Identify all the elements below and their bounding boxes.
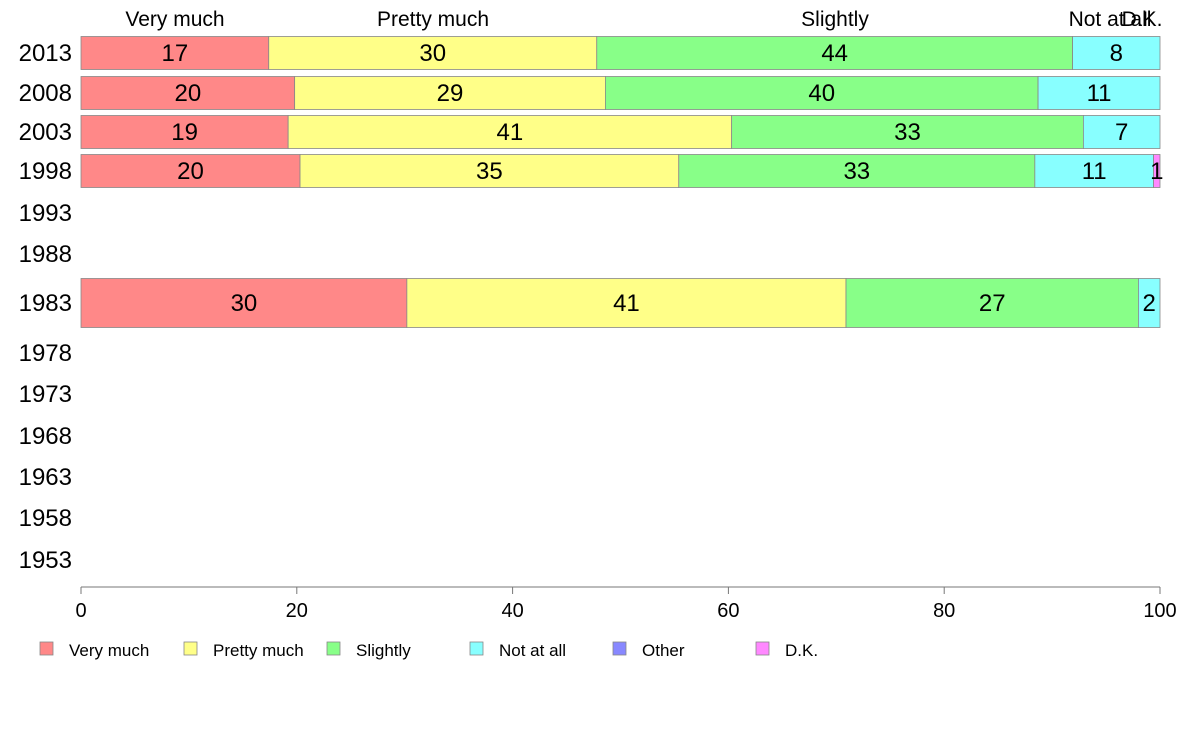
year-label-2013: 2013 [19,40,72,67]
year-label-1953: 1953 [19,547,72,574]
bar-2008-slightly [604,76,1039,110]
value-label-1998-pretty-much: 35 [476,158,503,185]
year-label-2003: 2003 [19,119,72,146]
year-label-1968: 1968 [19,423,72,450]
top-label-d-k-: D.K. [1122,8,1163,31]
value-label-1983-pretty-much: 41 [613,290,640,317]
legend-swatch-slightly [326,641,341,656]
value-label-2008-very-much: 20 [174,80,201,107]
x-tick-label-80: 80 [933,600,955,622]
bar-2003-not-at-all [1082,115,1161,149]
value-label-2008-slightly: 40 [808,80,835,107]
year-label-2008: 2008 [19,80,72,107]
value-label-1983-slightly: 27 [979,290,1006,317]
value-label-2003-not-at-all: 7 [1115,119,1128,146]
legend-swatch-very-much [39,641,54,656]
top-label-not-at-all: Not at all [1069,8,1152,31]
bar-1983-slightly [845,278,1139,328]
legend-label-pretty-much: Pretty much [213,641,304,660]
year-label-1978: 1978 [19,340,72,367]
year-label-1983: 1983 [19,290,72,317]
year-label-1958: 1958 [19,505,72,532]
x-tick-label-60: 60 [717,600,739,622]
value-label-2003-very-much: 19 [171,119,198,146]
year-label-1988: 1988 [19,241,72,268]
value-label-1998-slightly: 33 [843,158,870,185]
legend-label-d-k-: D.K. [785,641,818,660]
year-label-1973: 1973 [19,381,72,408]
legend-swatch-pretty-much [183,641,198,656]
x-tick-label-100: 100 [1143,600,1176,622]
legend-label-other: Other [642,641,685,660]
legend-label-slightly: Slightly [356,641,411,660]
legend-swatch-not-at-all [469,641,484,656]
bar-2008-not-at-all [1037,76,1161,110]
value-label-2013-not-at-all: 8 [1110,40,1123,67]
value-label-1983-not-at-all: 2 [1143,290,1156,317]
legend-label-very-much: Very much [69,641,149,660]
value-label-2003-slightly: 33 [894,119,921,146]
bar-1998-very-much [80,154,301,188]
x-tick-label-40: 40 [501,600,523,622]
value-label-1998-d-k-: 1 [1150,158,1163,185]
x-axis: 0 20 40 60 80 100 [75,586,1177,622]
bar-1983-not-at-all [1138,278,1161,328]
value-label-2013-slightly: 44 [821,40,848,67]
bar-2003-pretty-much [287,115,733,149]
year-label-1963: 1963 [19,464,72,491]
value-label-2013-very-much: 17 [162,40,189,67]
x-tick-label-20: 20 [286,600,308,622]
value-label-1998-very-much: 20 [177,158,204,185]
top-label-slightly: Slightly [801,8,869,31]
bar-1998-d-k- [1153,154,1161,188]
bar-2008-pretty-much [294,76,606,110]
legend: Very much Pretty much Slightly Not at all Ot… [39,641,818,660]
bar-2013-not-at-all [1072,36,1161,70]
bar-2013-very-much [80,36,270,70]
value-label-2008-not-at-all: 11 [1087,80,1112,107]
bar-2003-very-much [80,115,289,149]
bar-2013-pretty-much [268,36,598,70]
value-label-1998-not-at-all: 11 [1082,158,1107,185]
bar-2013-slightly [596,36,1074,70]
year-label-1993: 1993 [19,200,72,227]
legend-swatch-other [612,641,627,656]
bar-1998-not-at-all [1034,154,1154,188]
value-label-2003-pretty-much: 41 [497,119,524,146]
bar-1998-pretty-much [299,154,680,188]
year-label-1998: 1998 [19,158,72,185]
legend-swatch-d-k- [755,641,770,656]
value-label-2013-pretty-much: 30 [419,40,446,67]
value-label-1983-very-much: 30 [231,290,258,317]
top-label-very-much: Very much [125,8,224,31]
legend-label-not-at-all: Not at all [499,641,566,660]
top-label-pretty-much: Pretty much [377,8,489,31]
value-label-2008-pretty-much: 29 [437,80,464,107]
bar-2008-very-much [80,76,296,110]
bar-1983-pretty-much [406,278,847,328]
x-tick-label-0: 0 [75,600,86,622]
